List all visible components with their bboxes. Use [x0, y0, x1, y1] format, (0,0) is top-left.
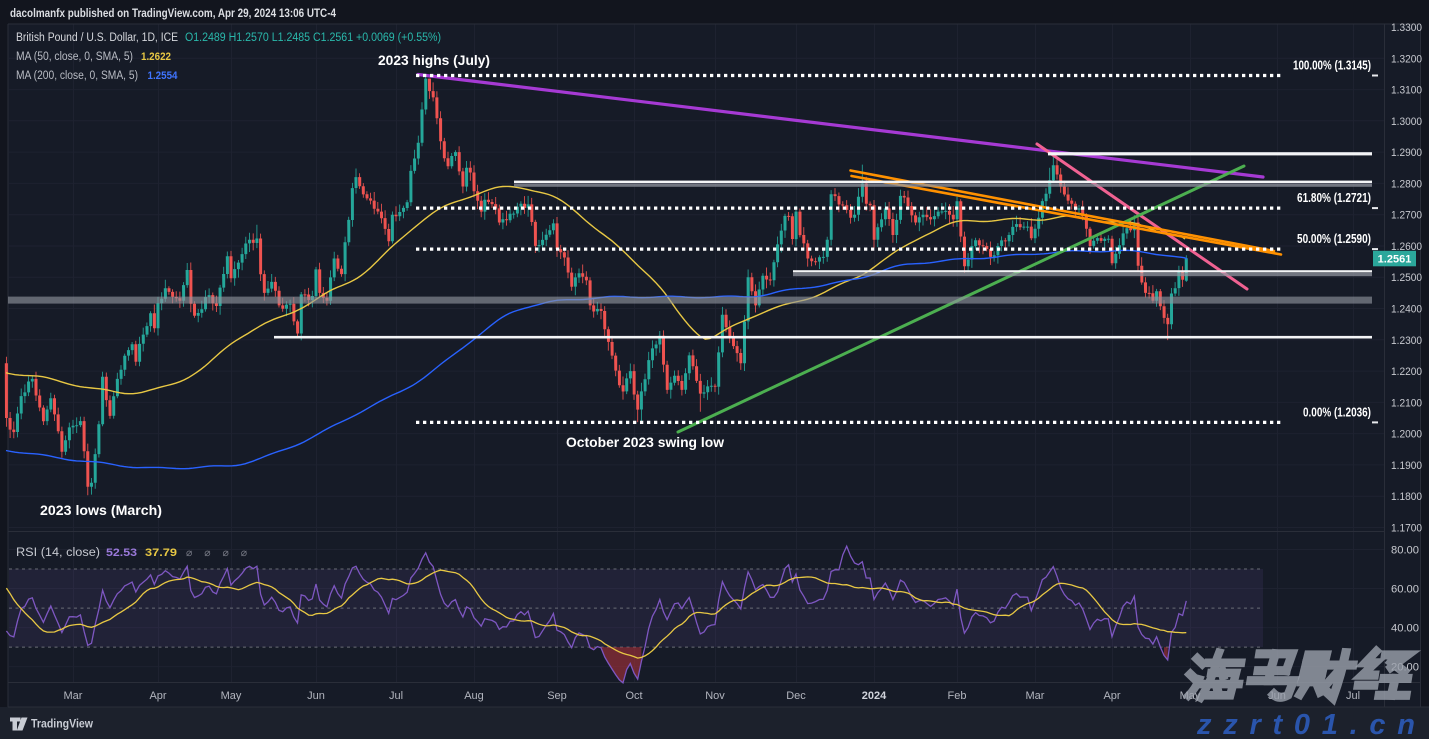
svg-text:Oct: Oct — [625, 690, 642, 702]
svg-text:1.2561: 1.2561 — [1378, 254, 1412, 266]
svg-text:Feb: Feb — [948, 690, 967, 702]
svg-text:British Pound / U.S. Dollar, 1: British Pound / U.S. Dollar, 1D, ICE — [16, 32, 178, 44]
svg-text:1.3200: 1.3200 — [1391, 53, 1422, 65]
svg-text:37.79: 37.79 — [145, 547, 177, 559]
svg-text:60.00: 60.00 — [1391, 584, 1419, 596]
svg-text:50.00% (1.2590): 50.00% (1.2590) — [1297, 232, 1371, 246]
svg-text:52.53: 52.53 — [106, 547, 137, 559]
svg-text:0.00% (1.2036): 0.00% (1.2036) — [1303, 405, 1371, 419]
svg-text:1.3000: 1.3000 — [1391, 116, 1422, 128]
svg-text:1.2700: 1.2700 — [1391, 210, 1422, 222]
svg-text:1.2800: 1.2800 — [1391, 178, 1422, 190]
svg-text:Apr: Apr — [1103, 690, 1120, 702]
svg-text:Jul: Jul — [1346, 690, 1360, 702]
svg-text:TradingView: TradingView — [31, 717, 94, 731]
svg-text:2023 highs (July): 2023 highs (July) — [378, 53, 490, 68]
svg-text:2023 lows (March): 2023 lows (March) — [40, 503, 162, 518]
svg-text:1.2000: 1.2000 — [1391, 429, 1422, 441]
svg-text:1.2400: 1.2400 — [1391, 304, 1422, 316]
svg-text:RSI (14, close): RSI (14, close) — [16, 547, 100, 559]
svg-text:1.3100: 1.3100 — [1391, 85, 1422, 97]
svg-text:1.2900: 1.2900 — [1391, 147, 1422, 159]
svg-text:Mar: Mar — [1026, 690, 1045, 702]
svg-text:1.2100: 1.2100 — [1391, 397, 1422, 409]
svg-text:October 2023 swing low: October 2023 swing low — [566, 435, 725, 450]
svg-text:1.3300: 1.3300 — [1391, 22, 1422, 34]
svg-text:Jul: Jul — [389, 690, 403, 702]
svg-text:zzrt01.cn: zzrt01.cn — [1196, 709, 1425, 739]
svg-text:61.80% (1.2721): 61.80% (1.2721) — [1297, 191, 1371, 205]
svg-text:dacolmanfx published on Tradin: dacolmanfx published on TradingView.com,… — [10, 8, 337, 20]
svg-text:⌀ ⌀ ⌀ ⌀: ⌀ ⌀ ⌀ ⌀ — [186, 547, 252, 559]
svg-text:1.2500: 1.2500 — [1391, 272, 1422, 284]
svg-text:1.2554: 1.2554 — [148, 70, 179, 82]
svg-text:1.2300: 1.2300 — [1391, 335, 1422, 347]
svg-text:Sep: Sep — [547, 690, 567, 702]
svg-text:1.1800: 1.1800 — [1391, 491, 1422, 503]
svg-text:1.2622: 1.2622 — [141, 51, 171, 63]
svg-text:Dec: Dec — [786, 690, 806, 702]
svg-text:Jun: Jun — [307, 690, 325, 702]
svg-text:O1.2489 H1.2570 L1.2485 C1.: O1.2489 H1.2570 L1.2485 C1.2561 +0.0069 … — [185, 32, 441, 44]
svg-text:80.00: 80.00 — [1391, 545, 1419, 557]
svg-text:MA (200, close, 0, SMA, 5): MA (200, close, 0, SMA, 5) — [16, 70, 138, 82]
svg-text:2024: 2024 — [862, 690, 887, 702]
svg-text:1.2600: 1.2600 — [1391, 241, 1422, 253]
svg-text:100.00% (1.3145): 100.00% (1.3145) — [1293, 59, 1371, 73]
svg-text:1.2200: 1.2200 — [1391, 366, 1422, 378]
svg-text:Mar: Mar — [64, 690, 83, 702]
svg-text:May: May — [221, 690, 242, 702]
svg-text:MA (50, close, 0, SMA, 5): MA (50, close, 0, SMA, 5) — [16, 51, 133, 63]
svg-text:40.00: 40.00 — [1391, 623, 1419, 635]
svg-text:1.1700: 1.1700 — [1391, 523, 1422, 535]
svg-text:Aug: Aug — [464, 690, 484, 702]
svg-text:Apr: Apr — [149, 690, 166, 702]
svg-text:Nov: Nov — [705, 690, 725, 702]
svg-text:1.1900: 1.1900 — [1391, 460, 1422, 472]
